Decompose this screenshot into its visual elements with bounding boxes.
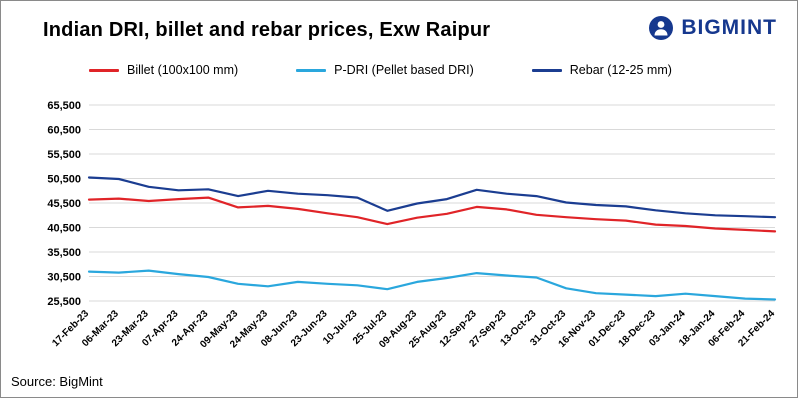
legend-item-billet: Billet (100x100 mm) bbox=[89, 63, 238, 77]
bigmint-logo-icon bbox=[648, 15, 674, 41]
y-tick-label: 35,500 bbox=[47, 247, 81, 259]
y-tick-label: 55,500 bbox=[47, 149, 81, 161]
bigmint-logo: BIGMINT bbox=[648, 15, 777, 41]
price-line-chart: 25,500 30,500 35,500 40,500 45,500 50,500 55,5… bbox=[9, 93, 793, 365]
page-title: Indian DRI, billet and rebar prices, Exw… bbox=[43, 19, 491, 41]
chart-legend: Billet (100x100 mm) P-DRI (Pellet based … bbox=[89, 63, 767, 77]
line-series-billet bbox=[87, 196, 777, 233]
legend-marker-pdri bbox=[296, 68, 327, 72]
legend-item-pdri: P-DRI (Pellet based DRI) bbox=[296, 63, 474, 77]
chart-svg: 25,500 30,500 35,500 40,500 45,500 50,500 55,5… bbox=[47, 100, 777, 351]
legend-marker-billet bbox=[89, 68, 119, 72]
source-note: Source: BigMint bbox=[11, 374, 103, 389]
y-tick-label: 65,500 bbox=[47, 100, 81, 112]
bigmint-logo-text: BIGMINT bbox=[681, 16, 777, 39]
y-tick-label: 45,500 bbox=[47, 198, 81, 210]
line-series-p-dri bbox=[87, 269, 777, 301]
legend-label-pdri: P-DRI (Pellet based DRI) bbox=[334, 63, 474, 77]
y-tick-label: 40,500 bbox=[47, 222, 81, 234]
legend-label-rebar: Rebar (12-25 mm) bbox=[569, 63, 672, 77]
y-tick-label: 30,500 bbox=[47, 271, 81, 283]
legend-label-billet: Billet (100x100 mm) bbox=[127, 63, 239, 77]
y-tick-label: 50,500 bbox=[47, 173, 81, 185]
y-tick-label: 25,500 bbox=[47, 296, 81, 308]
line-series-rebar bbox=[87, 176, 777, 219]
legend-marker-rebar bbox=[531, 68, 562, 72]
y-tick-label: 60,500 bbox=[47, 124, 81, 136]
legend-item-rebar: Rebar (12-25 mm) bbox=[531, 63, 672, 77]
